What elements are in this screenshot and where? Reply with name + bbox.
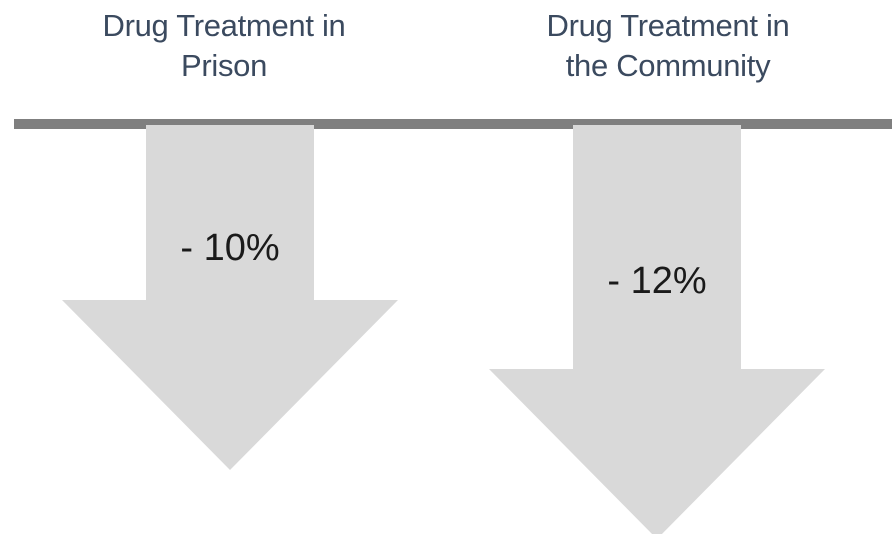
arrow-community — [489, 125, 825, 534]
category-label-prison-line-2: Prison — [180, 48, 268, 83]
baseline-bar — [14, 119, 892, 129]
category-label-prison: Drug Treatment in Prison — [44, 6, 404, 86]
category-label-community-line-2: the Community — [565, 48, 771, 83]
arrow-prison — [62, 125, 398, 470]
value-label-prison: - 10% — [180, 227, 279, 269]
category-label-community: Drug Treatment in the Community — [488, 6, 848, 86]
category-label-community-line-1: Drug Treatment in — [546, 8, 790, 43]
value-label-community: - 12% — [607, 260, 706, 302]
category-label-prison-line-1: Drug Treatment in — [102, 8, 346, 43]
